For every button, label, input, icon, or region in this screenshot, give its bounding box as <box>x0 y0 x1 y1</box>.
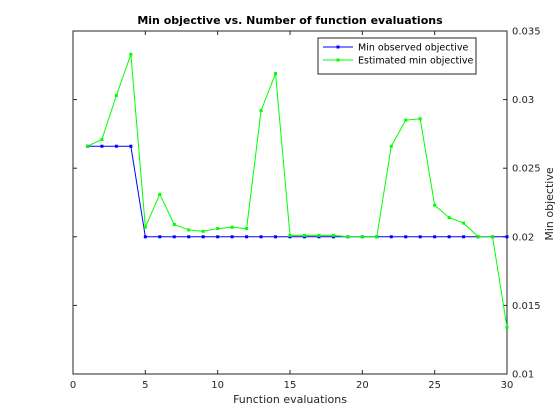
y-tick-label: 0.03 <box>512 95 534 106</box>
series-2-point <box>259 109 263 113</box>
series-2-point <box>491 235 495 239</box>
series-2-point <box>274 72 278 76</box>
y-tick-label: 0.01 <box>512 370 534 381</box>
series-1-point <box>404 235 408 239</box>
legend-entry: Min observed objective <box>323 43 468 54</box>
series-2-point <box>505 325 509 329</box>
series-2-point <box>187 228 191 232</box>
x-tick-label: 5 <box>142 380 148 391</box>
series-1 <box>85 144 509 239</box>
legend-marker <box>336 58 340 62</box>
series-1-point <box>505 235 509 239</box>
series-1-point <box>433 235 437 239</box>
series-2-point <box>201 229 205 233</box>
series-1-point <box>259 235 263 239</box>
series-2-line <box>87 54 508 328</box>
series-2-point <box>433 203 437 207</box>
series-2-point <box>476 235 480 239</box>
series-2-point <box>302 233 306 237</box>
axes-box <box>72 30 508 375</box>
series-lines <box>85 52 509 329</box>
series-2-point <box>418 117 422 121</box>
x-tick-label: 15 <box>284 380 297 391</box>
series-1-point <box>389 235 393 239</box>
legend-entry: Estimated min objective <box>323 56 473 67</box>
x-tick-label: 20 <box>356 380 369 391</box>
series-1-point <box>201 235 205 239</box>
series-1-point <box>418 235 422 239</box>
legend-label: Min observed objective <box>358 43 468 54</box>
series-2-point <box>389 144 393 148</box>
chart-title: Min objective vs. Number of function eva… <box>137 14 443 27</box>
series-1-line <box>87 145 507 238</box>
series-1-point <box>129 144 133 148</box>
legend-label: Estimated min objective <box>358 56 473 67</box>
series-2-point <box>114 93 118 97</box>
legend-marker <box>336 45 340 49</box>
x-tick-label: 30 <box>501 380 514 391</box>
series-2-point <box>317 233 321 237</box>
series-2-point <box>172 222 176 226</box>
y-axis-label: Min objective <box>543 167 556 240</box>
x-tick-label: 0 <box>70 380 76 391</box>
series-1-point <box>100 144 104 148</box>
series-2-point <box>158 192 162 196</box>
axes-frame <box>72 30 508 375</box>
series-1-point <box>216 235 220 239</box>
series-2-point <box>447 216 451 220</box>
series-1-point <box>187 235 191 239</box>
y-tick-label: 0.02 <box>512 232 534 243</box>
series-1-point <box>462 235 466 239</box>
series-2-point <box>288 233 292 237</box>
y-tick-label: 0.035 <box>512 27 541 38</box>
series-2-point <box>462 221 466 225</box>
y-axis-ticks: 0.01 0.015 0.02 0.025 0.03 0.035 <box>73 27 541 381</box>
series-2-point <box>230 225 234 229</box>
series-1-point <box>274 235 278 239</box>
series-2-point <box>100 137 104 141</box>
series-2-point <box>346 235 350 239</box>
legend: Min observed objective Estimated min obje… <box>317 37 477 75</box>
series-2-point <box>245 227 249 231</box>
legend-box <box>317 37 477 75</box>
series-2-point <box>129 52 133 56</box>
series-2-point <box>85 144 89 148</box>
x-tick-label: 10 <box>211 380 224 391</box>
series-1-point <box>143 235 147 239</box>
series-2-point <box>375 235 379 239</box>
series-2-point <box>143 225 147 229</box>
x-tick-label: 25 <box>428 380 441 391</box>
series-2-point <box>216 227 220 231</box>
series-1-point <box>158 235 162 239</box>
series-1-point <box>114 144 118 148</box>
x-axis-ticks: 0 5 10 15 20 25 30 <box>70 31 514 391</box>
series-1-point <box>245 235 249 239</box>
series-2-point <box>360 235 364 239</box>
y-tick-label: 0.015 <box>512 301 541 312</box>
series-1-point <box>172 235 176 239</box>
x-axis-label: Function evaluations <box>233 393 347 406</box>
series-2-point <box>404 118 408 122</box>
y-tick-label: 0.025 <box>512 164 541 175</box>
series-2 <box>85 52 509 329</box>
series-1-point <box>447 235 451 239</box>
series-2-point <box>331 233 335 237</box>
series-1-point <box>230 235 234 239</box>
